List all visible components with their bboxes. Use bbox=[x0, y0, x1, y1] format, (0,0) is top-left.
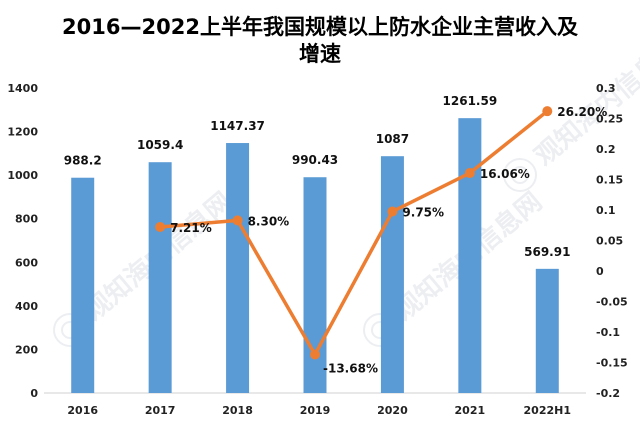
y-left-tick-label: 1000 bbox=[7, 169, 38, 182]
bar-value-label: 1261.59 bbox=[443, 94, 498, 108]
y-right-tick-label: 0.15 bbox=[596, 174, 623, 187]
bar bbox=[380, 156, 404, 393]
x-tick-label: 2017 bbox=[145, 404, 176, 417]
growth-value-label: 26.20% bbox=[557, 105, 607, 119]
bar bbox=[148, 162, 172, 393]
y-right-tick-label: 0.3 bbox=[596, 82, 616, 95]
x-tick-label: 2021 bbox=[455, 404, 486, 417]
growth-value-label: -13.68% bbox=[323, 361, 378, 375]
watermark-text: 观知海内信息网 bbox=[529, 31, 640, 172]
y-left-tick-label: 1200 bbox=[7, 126, 38, 139]
growth-value-label: 16.06% bbox=[480, 167, 530, 181]
growth-value-label: 8.30% bbox=[248, 214, 290, 228]
growth-line bbox=[159, 109, 549, 357]
y-right-tick-label: -0.1 bbox=[596, 326, 620, 339]
y-left-tick-label: 200 bbox=[15, 343, 38, 356]
growth-point bbox=[232, 215, 243, 226]
y-right-tick-label: 0.2 bbox=[596, 143, 616, 156]
bar-value-label: 1147.37 bbox=[210, 119, 265, 133]
growth-point bbox=[155, 222, 166, 233]
watermark-logo-icon bbox=[503, 158, 537, 192]
bar bbox=[303, 177, 327, 393]
y-right-tick-label: 0.25 bbox=[596, 113, 623, 126]
x-tick-label: 2020 bbox=[377, 404, 408, 417]
watermark-logo-inner-icon bbox=[511, 166, 529, 184]
growth-point bbox=[542, 106, 553, 117]
y-right-tick-label: 0.1 bbox=[596, 204, 616, 217]
x-tick-label: 2019 bbox=[300, 404, 331, 417]
bar bbox=[71, 177, 95, 393]
chart-title: 2016—2022上半年我国规模以上防水企业主营收入及增速 bbox=[62, 15, 579, 66]
growth-point bbox=[464, 168, 475, 179]
growth-point bbox=[387, 206, 398, 217]
y-left-tick-label: 400 bbox=[15, 300, 38, 313]
bar bbox=[226, 143, 250, 393]
bar-value-label: 569.91 bbox=[524, 245, 570, 259]
growth-point bbox=[310, 349, 320, 360]
x-tick-label: 2018 bbox=[222, 404, 253, 417]
x-tick-label: 2016 bbox=[67, 404, 98, 417]
y-left-tick-label: 0 bbox=[30, 387, 38, 400]
bar-value-label: 988.2 bbox=[64, 154, 102, 168]
chart-title-line-2: 增速 bbox=[299, 42, 341, 66]
x-tick-label: 2022H1 bbox=[524, 404, 571, 417]
y-right-tick-label: -0.05 bbox=[596, 296, 628, 309]
bar bbox=[458, 118, 482, 393]
y-right-tick-label: -0.15 bbox=[596, 357, 628, 370]
bar-value-label: 1087 bbox=[376, 132, 409, 146]
y-right-tick-label: 0 bbox=[596, 265, 604, 278]
bar bbox=[535, 268, 559, 393]
growth-value-label: 7.21% bbox=[170, 221, 212, 235]
y-left-tick-label: 600 bbox=[15, 256, 38, 269]
growth-value-label: 9.75% bbox=[402, 206, 444, 220]
y-right-tick-label: 0.05 bbox=[596, 235, 623, 248]
y-left-tick-label: 1400 bbox=[7, 82, 38, 95]
bar-value-label: 990.43 bbox=[292, 153, 338, 167]
y-right-tick-label: -0.2 bbox=[596, 387, 620, 400]
y-left-tick-label: 800 bbox=[15, 213, 38, 226]
bar-value-label: 1059.4 bbox=[137, 138, 183, 152]
chart-title-line-1: 2016—2022上半年我国规模以上防水企业主营收入及 bbox=[62, 15, 579, 39]
